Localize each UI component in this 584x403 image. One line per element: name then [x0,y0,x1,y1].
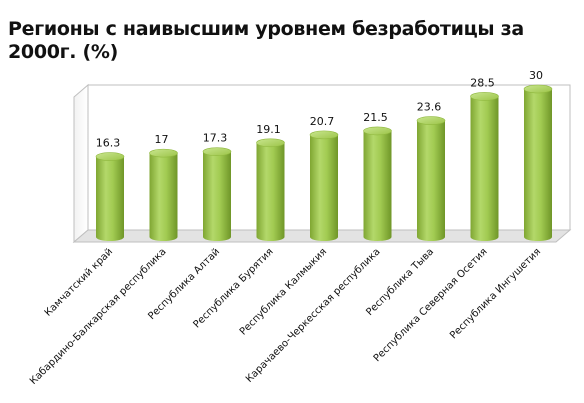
data-label: 19.1 [256,123,281,136]
bar-top [149,148,178,158]
bar-top [256,138,285,148]
category-label: Республика Калмыкия [238,246,329,337]
bar-body [310,134,338,241]
category-label: Республика Ингушетия [448,246,543,341]
bar-top [202,147,232,156]
bar-body [470,96,499,242]
bar-top [309,130,339,140]
data-label: 20.7 [310,115,335,128]
bar-body [363,130,392,241]
data-label: 21.5 [363,111,388,124]
bar [416,116,446,241]
bar [363,126,392,241]
bar [523,84,553,241]
bar [309,130,339,241]
data-label: 30 [529,69,543,82]
bar-body [256,142,285,241]
bar-body [203,151,231,241]
bar-top [523,84,553,94]
data-label: 23.6 [417,101,442,114]
bar-top [363,126,392,136]
bar [470,92,499,242]
bar [95,152,125,241]
bar-body [149,153,178,241]
chart-title: Регионы с наивысшим уровнем безработицы … [8,18,524,63]
bar-top [95,152,125,161]
bar-body [417,120,445,241]
category-label: Республика Северная Осетия [372,246,490,364]
bar-top [416,116,446,125]
data-label: 17.3 [203,132,228,145]
bar [256,138,285,241]
data-label: 16.3 [96,137,121,150]
bar [202,147,232,241]
data-label: 28.5 [470,76,495,89]
bar-body [524,89,552,241]
bar [149,148,178,241]
bar-body [96,156,124,241]
data-label: 17 [155,133,169,146]
bar-top [470,92,499,101]
